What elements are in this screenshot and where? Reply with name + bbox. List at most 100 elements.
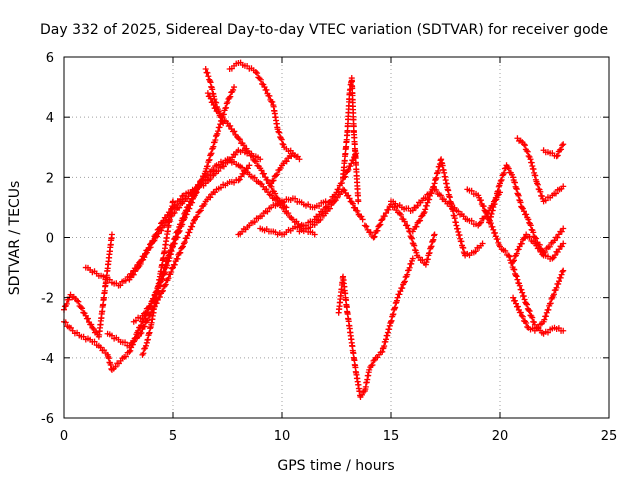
data-point-marker <box>399 285 406 292</box>
data-point-marker <box>190 192 197 199</box>
data-point-marker <box>409 255 416 262</box>
data-point-marker <box>236 136 243 143</box>
series-trace-10 <box>226 59 296 157</box>
data-point-marker <box>188 195 195 202</box>
x-tick-label: 25 <box>601 429 618 444</box>
y-tick-label: -2 <box>41 292 54 307</box>
data-point-marker <box>253 158 260 165</box>
data-point-marker <box>106 276 113 283</box>
data-point-marker <box>210 101 217 108</box>
data-point-marker <box>266 92 273 99</box>
data-point-marker <box>542 197 549 204</box>
data-point-marker <box>358 213 365 220</box>
data-point-marker <box>142 250 149 257</box>
data-point-marker <box>151 237 158 244</box>
x-tick-label: 10 <box>274 429 291 444</box>
data-point-marker <box>542 313 549 320</box>
data-point-marker <box>138 329 145 336</box>
data-point-marker <box>511 266 518 273</box>
y-tick-label: 0 <box>46 232 54 247</box>
data-point-marker <box>468 217 475 224</box>
data-point-marker <box>216 124 223 131</box>
data-point-marker <box>227 93 234 100</box>
data-point-marker <box>205 73 212 80</box>
data-point-marker <box>198 177 205 184</box>
data-point-marker <box>514 276 521 283</box>
data-point-marker <box>525 216 532 223</box>
data-point-marker <box>510 294 517 301</box>
data-point-marker <box>272 190 279 197</box>
axis-ticks: 0 5 10 15 20 25 -6 -4 -2 0 2 4 6 <box>41 51 617 444</box>
data-point-marker <box>408 234 415 241</box>
x-axis-label: GPS time / hours <box>277 458 394 474</box>
data-point-marker <box>137 330 144 337</box>
data-point-marker <box>502 247 509 254</box>
data-point-marker <box>526 233 533 240</box>
series-trace-11 <box>235 195 329 238</box>
data-point-marker <box>349 200 356 207</box>
data-point-marker <box>520 141 527 148</box>
data-point-marker <box>554 152 561 159</box>
data-point-marker <box>160 287 167 294</box>
data-point-marker <box>513 250 520 257</box>
data-point-marker <box>146 244 153 251</box>
data-point-marker <box>560 267 567 274</box>
data-point-marker <box>132 317 139 324</box>
data-point-marker <box>401 218 408 225</box>
data-point-marker <box>547 300 554 307</box>
data-point-marker <box>366 366 373 373</box>
data-point-marker <box>506 253 513 260</box>
data-point-marker <box>283 204 290 211</box>
data-point-marker <box>524 323 531 330</box>
data-point-marker <box>141 323 148 330</box>
data-point-marker <box>517 309 524 316</box>
data-point-marker <box>219 113 226 120</box>
data-point-marker <box>397 288 404 295</box>
data-point-marker <box>379 216 386 223</box>
data-point-marker <box>512 297 519 304</box>
data-point-marker <box>90 325 97 332</box>
data-point-marker <box>296 156 303 163</box>
data-point-marker <box>533 235 540 242</box>
data-point-marker <box>371 233 378 240</box>
data-point-marker <box>326 205 333 212</box>
data-point-marker <box>141 345 148 352</box>
series-trace-9 <box>204 90 290 211</box>
data-point-marker <box>226 94 233 101</box>
data-point-marker <box>521 296 528 303</box>
data-point-marker <box>263 186 270 193</box>
data-point-marker <box>74 297 81 304</box>
data-point-marker <box>338 180 345 187</box>
data-point-marker <box>258 167 265 174</box>
data-point-marker <box>527 222 534 229</box>
data-point-marker <box>455 208 462 215</box>
data-point-marker <box>215 168 222 175</box>
data-point-marker <box>560 225 567 232</box>
series-trace-21 <box>486 162 567 256</box>
data-point-marker <box>544 329 551 336</box>
data-point-marker <box>437 192 444 199</box>
data-point-marker <box>424 199 431 206</box>
data-point-marker <box>490 226 497 233</box>
data-point-marker <box>172 233 179 240</box>
data-point-marker <box>422 206 429 213</box>
x-tick-label: 0 <box>60 429 68 444</box>
y-axis-label: SDTVAR / TECUs <box>7 181 23 296</box>
data-point-marker <box>205 172 212 179</box>
data-point-marker <box>557 274 564 281</box>
data-point-marker <box>179 243 186 250</box>
data-point-marker <box>479 240 486 247</box>
data-point-marker <box>524 148 531 155</box>
data-point-marker <box>167 248 174 255</box>
data-point-marker <box>378 217 385 224</box>
data-point-marker <box>217 184 224 191</box>
data-point-marker <box>397 211 404 218</box>
data-point-marker <box>385 206 392 213</box>
data-point-marker <box>413 249 420 256</box>
data-point-marker <box>89 324 96 331</box>
data-point-marker <box>278 136 285 143</box>
data-point-marker <box>257 76 264 83</box>
data-point-marker <box>170 240 177 247</box>
data-point-marker <box>558 146 565 153</box>
